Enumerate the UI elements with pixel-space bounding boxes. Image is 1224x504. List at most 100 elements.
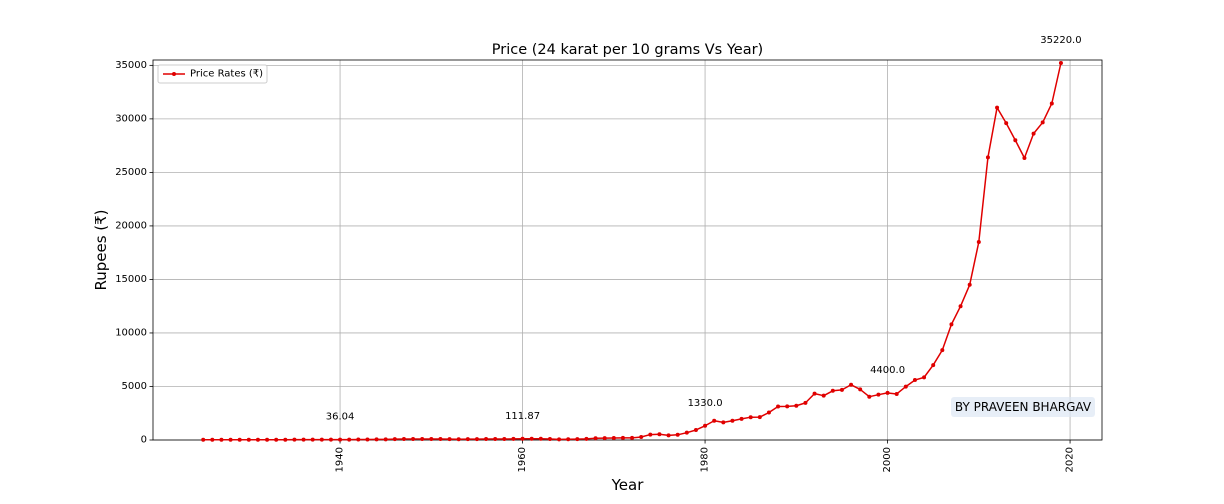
annotations: 36.04 111.87 1330.0 4400.0 35220.0 [326,35,1082,423]
watermark-box [951,397,1095,417]
data-point [1022,156,1027,161]
data-point [602,436,607,441]
data-point [493,437,498,442]
data-point [347,437,352,442]
data-point [374,437,379,442]
data-point [228,437,233,442]
data-point [730,418,735,423]
data-point [456,437,461,442]
y-tick-label: 30000 [115,113,147,124]
data-point [766,410,771,415]
data-point [922,375,927,380]
watermark: BY PRAVEEN BHARGAV [951,397,1095,417]
data-point [739,416,744,421]
data-point [283,437,288,442]
data-point [721,420,726,425]
data-point [666,433,671,438]
y-tick-label: 10000 [115,327,147,338]
data-point [867,394,872,399]
data-point [995,105,1000,110]
data-point [292,437,297,442]
series-layer [201,60,1063,442]
data-point [465,437,470,442]
series-line [203,62,1062,441]
grid [153,60,1102,441]
data-point [712,418,717,423]
data-point [830,388,835,393]
data-point [812,391,817,396]
data-point [310,437,315,442]
data-point [210,437,215,442]
data-point [438,436,443,441]
data-point [484,437,489,442]
data-point [502,436,507,441]
plot-frame [152,59,1103,441]
data-point [785,404,790,409]
x-tick-label: 2020 [1065,447,1076,472]
data-point [1013,138,1018,143]
data-point [803,400,808,405]
data-point [985,155,990,160]
data-point [976,239,981,244]
data-point [547,436,552,441]
data-point [776,404,781,409]
data-point [538,436,543,441]
data-point [529,436,534,441]
data-point [328,437,333,442]
data-point [630,435,635,440]
data-point [1058,60,1063,65]
data-label: 111.87 [505,411,540,422]
data-point [255,437,260,442]
data-point [885,390,890,395]
data-point [319,437,324,442]
data-point [520,436,525,441]
data-point [648,432,653,437]
data-point [401,437,406,442]
data-point [675,432,680,437]
data-point [821,393,826,398]
data-label: 4400.0 [870,365,905,376]
data-point [392,437,397,442]
data-point [383,437,388,442]
data-label: 1330.0 [688,398,723,409]
data-point [301,437,306,442]
data-point [219,437,224,442]
data-point [894,391,899,396]
data-point [237,437,242,442]
data-point [620,435,625,440]
data-point [748,415,753,420]
legend-label: Price Rates (₹) [190,69,263,80]
chart-title: Price (24 karat per 10 grams Vs Year) [492,42,763,58]
data-point [1040,120,1045,125]
data-label: 36.04 [326,412,355,423]
y-axis-title: Rupees (₹) [92,209,110,290]
data-point [693,427,698,432]
x-tick-label: 2000 [882,447,893,472]
data-point [912,378,917,383]
data-point [274,437,279,442]
data-point [511,436,516,441]
data-point [931,363,936,368]
data-point [365,437,370,442]
data-point [967,282,972,287]
data-point [849,382,854,387]
legend: Price Rates (₹) [157,64,268,84]
x-axis-title: Year [611,476,645,494]
data-point [593,436,598,441]
data-point [794,403,799,408]
legend-marker [172,72,176,76]
data-point [684,430,689,435]
watermark-text: BY PRAVEEN BHARGAV [955,400,1092,414]
data-point [474,437,479,442]
data-point [246,437,251,442]
legend-box [157,64,268,84]
x-tick-label: 1960 [517,447,528,472]
data-label: 35220.0 [1040,35,1081,46]
data-point [575,437,580,442]
data-point [639,435,644,440]
data-point [757,415,762,420]
data-point [876,392,881,397]
data-point [566,437,571,442]
y-tick-label: 0 [141,435,147,446]
y-tick-label: 5000 [122,381,147,392]
